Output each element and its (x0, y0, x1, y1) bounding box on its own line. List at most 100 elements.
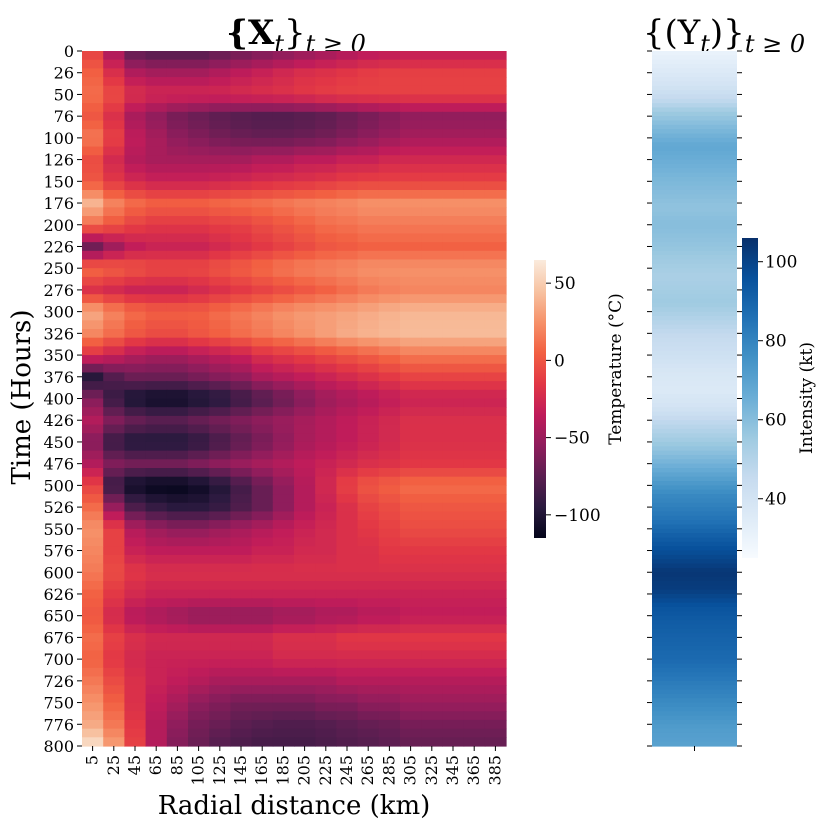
heatmap-cell (124, 441, 147, 452)
intensity-cell (652, 246, 737, 252)
heatmap-cell (442, 294, 465, 304)
heatmap-cell (484, 85, 507, 96)
heatmap-cell (124, 494, 147, 504)
heatmap-cell (357, 494, 380, 504)
heatmap-cell (166, 589, 189, 599)
heatmap-cell (378, 633, 401, 643)
y-tick-label: 76 (54, 107, 74, 126)
heatmap-cell (103, 728, 125, 738)
heatmap-cell (188, 450, 210, 460)
heatmap-cell (484, 433, 507, 443)
heatmap-cell (294, 355, 316, 365)
heatmap-cell (230, 441, 253, 452)
heatmap-cell (378, 381, 401, 391)
heatmap-cell (463, 407, 486, 417)
heatmap-cell (124, 702, 147, 712)
heatmap-cell (378, 268, 401, 278)
heatmap-cell (400, 693, 422, 704)
heatmap-cell (188, 528, 210, 539)
heatmap-cell (315, 129, 337, 139)
heatmap-cell (378, 181, 401, 191)
heatmap-cell (272, 685, 295, 695)
heatmap-cell (272, 276, 295, 287)
heatmap-cell (124, 650, 147, 660)
heatmap-cell (400, 641, 422, 652)
intensity-cell (652, 620, 737, 625)
y-tick-label: 376 (43, 368, 74, 387)
heatmap-cell (82, 77, 104, 87)
heatmap-cell (421, 441, 443, 452)
heatmap-cell (188, 624, 210, 634)
heatmap-cell (442, 146, 465, 156)
heatmap-cell (82, 233, 104, 243)
y-tick-label: 476 (43, 455, 74, 474)
heatmap-cell (421, 546, 443, 556)
heatmap-cell (209, 502, 231, 513)
y-tick-label: 300 (43, 303, 74, 322)
heatmap-cell (463, 329, 486, 339)
heatmap-cell (421, 242, 443, 252)
heatmap-cell (484, 459, 507, 469)
heatmap-cell (103, 389, 125, 400)
heatmap-cell (400, 146, 422, 156)
heatmap-cell (145, 207, 168, 217)
heatmap-cell (103, 407, 125, 417)
heatmap-cell (400, 667, 422, 678)
heatmap-cell (166, 650, 189, 660)
heatmap-cell (357, 468, 380, 478)
heatmap-cell (315, 94, 337, 104)
heatmap-cell (421, 485, 443, 495)
heatmap-cell (378, 59, 401, 69)
heatmap-cell (315, 433, 337, 443)
heatmap-cell (378, 259, 401, 269)
heatmap-cell (357, 459, 380, 469)
heatmap-cell (272, 667, 295, 678)
heatmap-cell (294, 120, 316, 130)
intensity-cell (652, 572, 737, 578)
heatmap-cell (251, 650, 274, 660)
heatmap-cell (82, 224, 104, 235)
heatmap-cell (357, 68, 380, 78)
intensity-cell (652, 216, 737, 221)
heatmap-cell (124, 693, 147, 704)
heatmap-cell (378, 120, 401, 130)
heatmap-cell (145, 415, 168, 426)
heatmap-cell (145, 441, 168, 452)
heatmap-cell (209, 685, 231, 695)
heatmap-cell (230, 103, 253, 113)
heatmap-cell (209, 198, 231, 208)
heatmap-cell (251, 702, 274, 712)
intensity-cell (652, 159, 737, 165)
heatmap-cell (336, 51, 359, 61)
heatmap-cell (145, 302, 168, 313)
heatmap-cell (421, 598, 443, 608)
heatmap-cell (421, 172, 443, 182)
heatmap-cell (357, 737, 380, 747)
heatmap-cell (484, 294, 507, 304)
heatmap-cell (230, 381, 253, 391)
heatmap-cell (484, 624, 507, 634)
heatmap-cell (103, 476, 125, 486)
heatmap-cell (463, 294, 486, 304)
temperature-tick-label: 50 (554, 274, 576, 294)
heatmap-cell (400, 51, 422, 61)
intensity-cell (652, 585, 737, 591)
heatmap-cell (442, 346, 465, 356)
heatmap-cell (272, 702, 295, 712)
heatmap-cell (484, 572, 507, 582)
y-tick-label: 350 (43, 346, 74, 365)
heatmap-cell (484, 667, 507, 678)
heatmap-cell (124, 633, 147, 643)
heatmap-cell (145, 711, 168, 721)
heatmap-cell (378, 441, 401, 452)
heatmap-cell (166, 389, 189, 400)
heatmap-cell (230, 572, 253, 582)
heatmap-cell (272, 537, 295, 547)
heatmap-cell (230, 250, 253, 261)
heatmap-cell (336, 311, 359, 321)
heatmap-cell (315, 77, 337, 87)
heatmap-cell (315, 598, 337, 608)
heatmap-cell (463, 320, 486, 330)
heatmap-cell (145, 381, 168, 391)
heatmap-cell (315, 372, 337, 382)
